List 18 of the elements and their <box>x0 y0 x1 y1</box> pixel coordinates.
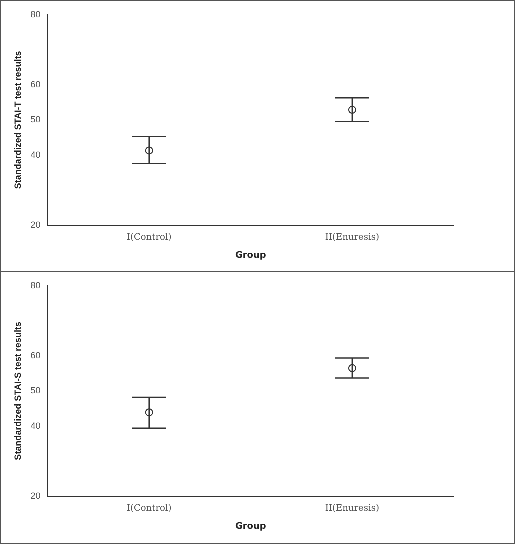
x-axis-title: Group <box>235 250 267 261</box>
y-tick-label: 80 <box>30 9 41 20</box>
y-tick-label: 40 <box>30 150 41 160</box>
y-tick-label: 50 <box>30 114 41 125</box>
y-tick-label: 80 <box>30 280 41 290</box>
y-tick-label: 20 <box>30 220 41 230</box>
y-tick-label: 20 <box>30 490 41 501</box>
x-tick-label: II(Enuresis) <box>325 504 380 514</box>
x-axis-title: Group <box>235 522 267 532</box>
y-tick-label: 60 <box>30 80 41 90</box>
x-tick-label: I(Control) <box>126 504 172 514</box>
y-axis-title: Standardized STAI-T test results <box>12 51 23 190</box>
y-tick-label: 60 <box>30 350 41 361</box>
y-axis-title: Standardized STAI-S test results <box>12 322 23 460</box>
y-tick-label: 40 <box>30 420 41 431</box>
y-tick-label: 50 <box>30 386 41 396</box>
x-tick-label: I(Control) <box>126 233 172 244</box>
x-tick-label: II(Enuresis) <box>325 233 380 244</box>
